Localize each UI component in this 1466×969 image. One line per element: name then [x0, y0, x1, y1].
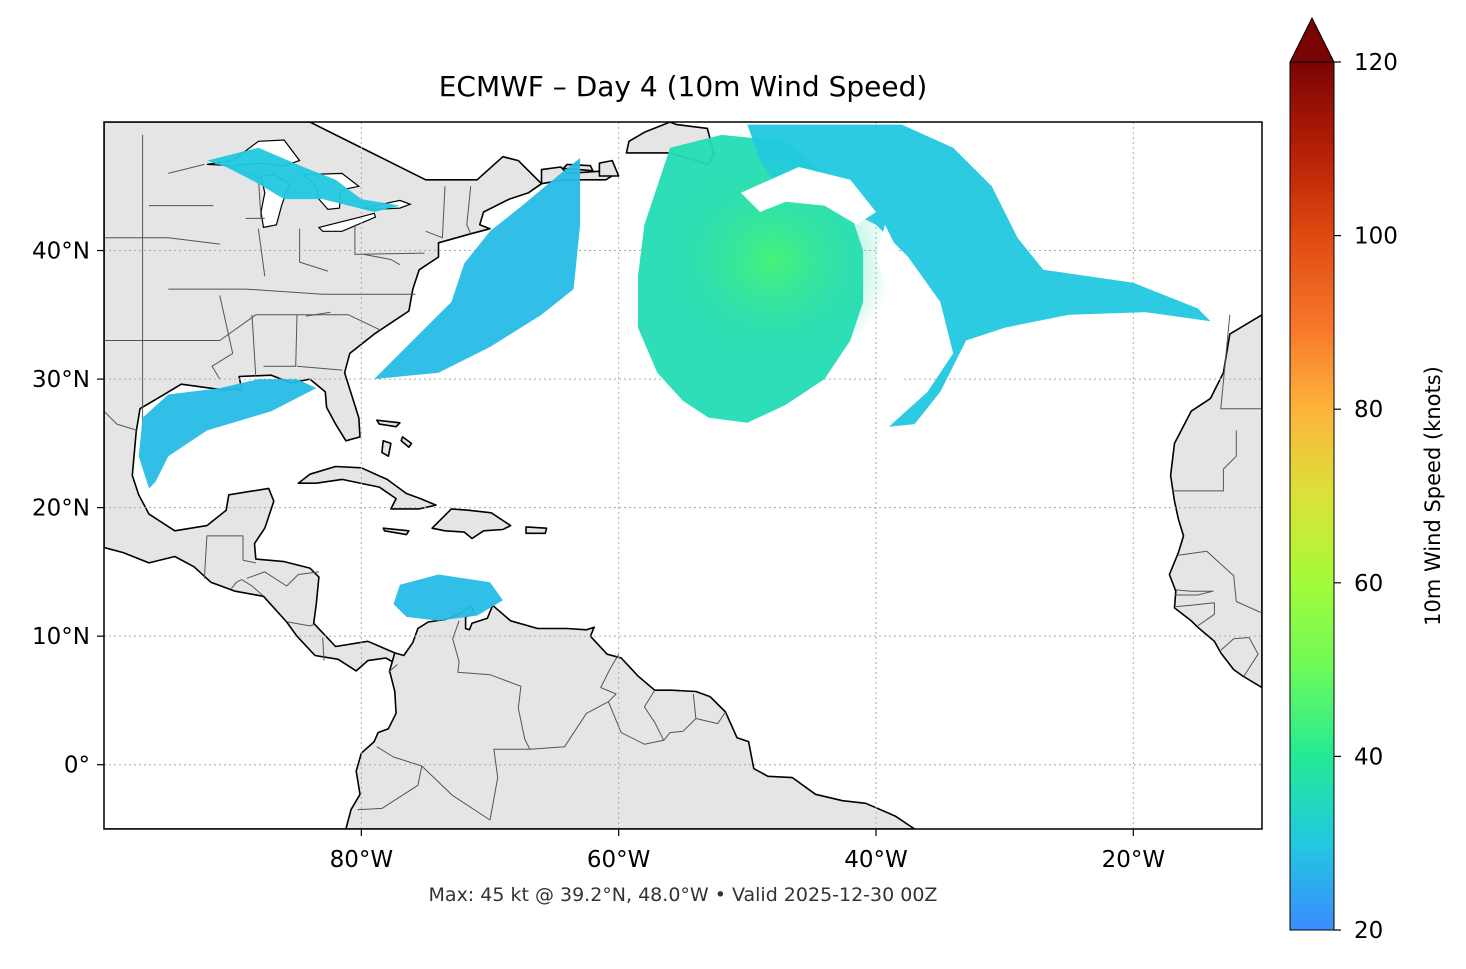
border-line: [1220, 637, 1259, 677]
border-line: [305, 311, 331, 317]
colorbar-tick-label: 20: [1354, 918, 1383, 944]
border-line: [643, 689, 665, 741]
colorbar: 20 40 60 80 100 120 10m Wind Speed (knots): [1289, 16, 1445, 944]
storm-gap: [740, 167, 876, 225]
border-line: [242, 559, 256, 564]
land-layer: [104, 122, 1262, 829]
border-line: [241, 579, 263, 596]
border-line: [104, 237, 220, 245]
storm-gap-band: [876, 224, 924, 392]
border-line: [1220, 314, 1262, 410]
lat-tick-label: 20°N: [32, 496, 90, 522]
wind-region-gulf-of-mexico: [138, 379, 317, 489]
lon-tick-label: 80°W: [330, 847, 394, 873]
colorbar-label: 10m Wind Speed (knots): [1421, 366, 1445, 626]
country-borders: [104, 134, 1262, 821]
border-line: [354, 224, 425, 255]
border-line: [287, 621, 314, 627]
border-line: [357, 765, 423, 811]
lat-tick-label: 40°N: [32, 239, 90, 265]
lon-tick-label: 60°W: [587, 847, 651, 873]
land-cuba: [297, 465, 437, 510]
lat-tick-label: 30°N: [32, 367, 90, 393]
border-line: [322, 637, 325, 661]
border-line: [1174, 589, 1214, 596]
land-jamaica: [382, 527, 410, 536]
latitude-ticks: 40°N 30°N 20°N 10°N 0°: [32, 239, 104, 779]
border-line: [529, 653, 620, 750]
border-line: [168, 288, 416, 295]
land-north-america: [104, 122, 543, 672]
map-frame: [103, 121, 1263, 830]
land-bahamas-andros: [381, 439, 392, 458]
map-title: ECMWF – Day 4 (10m Wind Speed): [438, 70, 928, 103]
gridlines: [104, 122, 1262, 829]
border-line: [173, 314, 381, 341]
lat-tick-label: 0°: [64, 753, 90, 779]
border-line: [452, 620, 531, 750]
border-line: [607, 693, 697, 745]
wind-region-us-east-coast-band: [374, 158, 581, 380]
border-line: [425, 186, 446, 239]
land-cape-breton: [598, 159, 620, 177]
border-line: [1175, 602, 1215, 627]
border-line: [489, 748, 530, 821]
colorbar-tick-label: 120: [1354, 50, 1398, 76]
wind-region-great-lakes: [206, 147, 400, 212]
lon-tick-label: 20°W: [1102, 847, 1166, 873]
land-bahamas-abaco: [375, 419, 401, 428]
land-puerto-rico: [525, 526, 548, 535]
wind-region-southern-caribbean: [393, 574, 503, 621]
colorbar-gradient: [1289, 61, 1335, 931]
border-line: [263, 314, 298, 367]
border-line: [211, 295, 234, 380]
border-line: [1178, 550, 1237, 602]
land-hispaniola: [431, 508, 512, 540]
land-bahamas-eleuthera: [400, 436, 413, 449]
colorbar-tick-label: 100: [1354, 224, 1398, 250]
colorbar-tick-label: 80: [1354, 397, 1383, 423]
border-line: [363, 253, 401, 266]
lon-tick-label: 40°W: [844, 847, 908, 873]
border-line: [168, 163, 205, 174]
border-line: [296, 365, 343, 371]
colorbar-ticks: 20 40 60 80 100 120: [1334, 50, 1398, 944]
border-line: [1171, 430, 1237, 492]
border-line: [257, 228, 266, 277]
wind-speed-field: [138, 124, 1211, 621]
land-africa: [1168, 313, 1262, 689]
border-line: [466, 186, 472, 234]
border-line: [231, 579, 242, 589]
border-line: [1236, 601, 1262, 614]
border-line: [299, 228, 329, 272]
border-line: [246, 571, 319, 587]
colorbar-tick-label: 40: [1354, 744, 1383, 770]
border-line: [388, 664, 398, 673]
border-line: [251, 314, 257, 377]
colorbar-tick-label: 60: [1354, 571, 1383, 597]
lat-tick-label: 10°N: [32, 624, 90, 650]
border-line: [695, 711, 726, 725]
border-line: [203, 535, 244, 579]
colorbar-extend-arrow: [1289, 16, 1335, 63]
map-footer-info: Max: 45 kt @ 39.2°N, 48.0°W • Valid 2025…: [428, 884, 938, 906]
longitude-ticks: 80°W 60°W 40°W 20°W: [330, 829, 1166, 873]
border-line: [104, 410, 138, 431]
